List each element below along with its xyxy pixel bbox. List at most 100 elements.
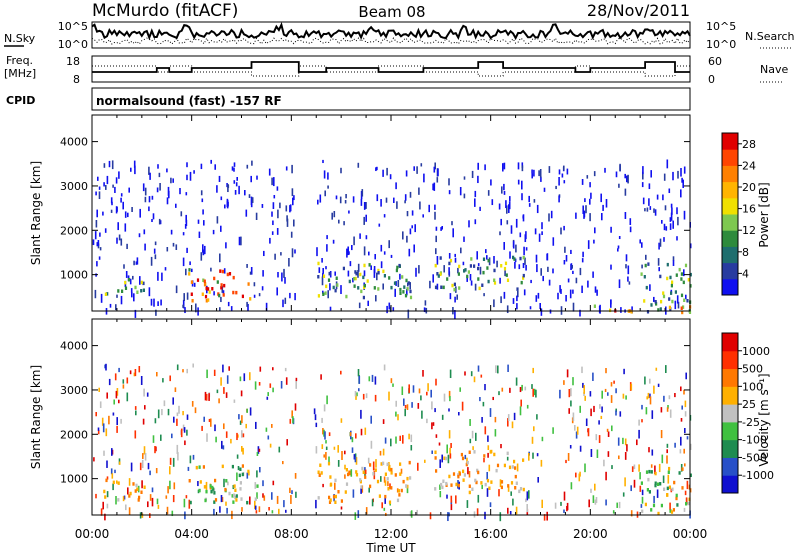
colorbar-tick-label: 25 <box>742 398 756 411</box>
scatter-cell <box>510 225 513 234</box>
scatter-cell <box>477 162 479 170</box>
scatter-cell <box>105 428 108 437</box>
scatter-cell <box>660 430 663 439</box>
scatter-cell <box>519 232 522 238</box>
scatter-cell <box>589 391 592 397</box>
scatter-cell <box>383 476 386 483</box>
scatter-cell <box>418 388 421 394</box>
echo-cell <box>196 278 200 282</box>
scatter-cell <box>183 498 186 508</box>
scatter-cell <box>210 267 212 272</box>
echo-cell <box>228 272 232 276</box>
echo-cell <box>466 274 469 279</box>
scatter-cell <box>595 497 598 503</box>
scatter-cell <box>177 452 179 461</box>
scatter-cell <box>404 194 407 201</box>
scatter-cell <box>668 188 671 194</box>
scatter-cell <box>262 493 264 498</box>
scatter-cell <box>522 263 525 269</box>
scatter-cell <box>289 418 292 424</box>
echo-cell <box>468 490 471 495</box>
scatter-cell <box>536 264 538 273</box>
scatter-cell <box>665 365 667 374</box>
echo-cell <box>203 485 206 489</box>
echo-cell <box>482 270 485 275</box>
scatter-cell <box>129 278 132 285</box>
scatter-cell <box>144 453 147 461</box>
scatter-cell <box>519 406 522 416</box>
echo-cell <box>399 287 402 292</box>
echo-cell <box>214 498 218 502</box>
x-tick-label: 20:00 <box>573 527 608 541</box>
scatter-cell <box>189 261 191 266</box>
scatter-cell <box>221 440 223 449</box>
scatter-cell <box>99 247 102 251</box>
scatter-cell <box>360 409 362 419</box>
scatter-cell <box>149 470 151 476</box>
scatter-cell <box>610 395 613 403</box>
scatter-cell <box>286 439 288 446</box>
scatter-cell <box>147 501 149 508</box>
scatter-cell <box>192 363 194 368</box>
echo-cell <box>324 291 327 295</box>
echo-cell <box>199 480 202 484</box>
scatter-cell <box>285 205 288 212</box>
echo-cell <box>198 465 201 469</box>
scatter-cell <box>166 247 169 252</box>
echo-cell <box>448 261 451 266</box>
scatter-cell <box>283 268 285 278</box>
echo-cell <box>648 490 651 494</box>
scatter-cell <box>368 251 370 256</box>
scatter-cell <box>365 393 368 399</box>
scatter-cell <box>657 383 660 387</box>
scatter-cell <box>574 425 576 431</box>
scatter-cell <box>529 306 532 310</box>
scatter-cell <box>403 398 405 406</box>
x-axis-label: Time UT <box>365 541 416 554</box>
echo-cell <box>470 257 473 261</box>
scatter-cell <box>357 510 360 518</box>
scatter-cell <box>341 451 343 460</box>
scatter-cell <box>328 456 330 465</box>
scatter-cell <box>649 393 651 399</box>
echo-cell <box>680 277 683 281</box>
echo-cell <box>405 484 408 488</box>
echo-cell <box>490 480 493 484</box>
scatter-cell <box>162 378 164 383</box>
scatter-cell <box>208 418 211 423</box>
scatter-cell <box>499 231 501 236</box>
scatter-cell <box>563 260 566 265</box>
echo-cell <box>685 502 688 506</box>
scatter-cell <box>103 450 105 456</box>
scatter-cell <box>352 196 355 203</box>
scatter-cell <box>434 204 436 210</box>
scatter-cell <box>463 193 466 199</box>
echo-cell <box>480 481 483 485</box>
freq-right-tick-top: 60 <box>708 55 722 68</box>
scatter-cell <box>432 274 434 283</box>
scatter-cell <box>198 231 201 238</box>
scatter-cell <box>289 292 291 299</box>
scatter-cell <box>325 452 327 460</box>
echo-cell <box>322 292 325 296</box>
scatter-cell <box>110 209 113 213</box>
echo-cell <box>482 257 486 261</box>
scatter-cell <box>676 295 679 304</box>
echo-cell <box>522 273 525 278</box>
scatter-cell <box>439 459 441 468</box>
scatter-cell <box>433 166 436 173</box>
scatter-cell <box>258 382 261 386</box>
colorbar-segment <box>722 262 738 280</box>
echo-cell <box>515 481 518 485</box>
echo-cell <box>211 485 214 490</box>
scatter-cell <box>620 307 622 313</box>
freq-left-tick-bottom: 8 <box>73 73 80 86</box>
scatter-cell <box>618 236 621 240</box>
station-title: McMurdo (fitACF) <box>92 1 238 21</box>
scatter-cell <box>221 497 224 503</box>
echo-cell <box>404 293 408 298</box>
echo-cell <box>402 290 405 294</box>
scatter-cell <box>244 190 246 196</box>
scatter-cell <box>624 438 627 446</box>
scatter-cell <box>528 490 530 499</box>
